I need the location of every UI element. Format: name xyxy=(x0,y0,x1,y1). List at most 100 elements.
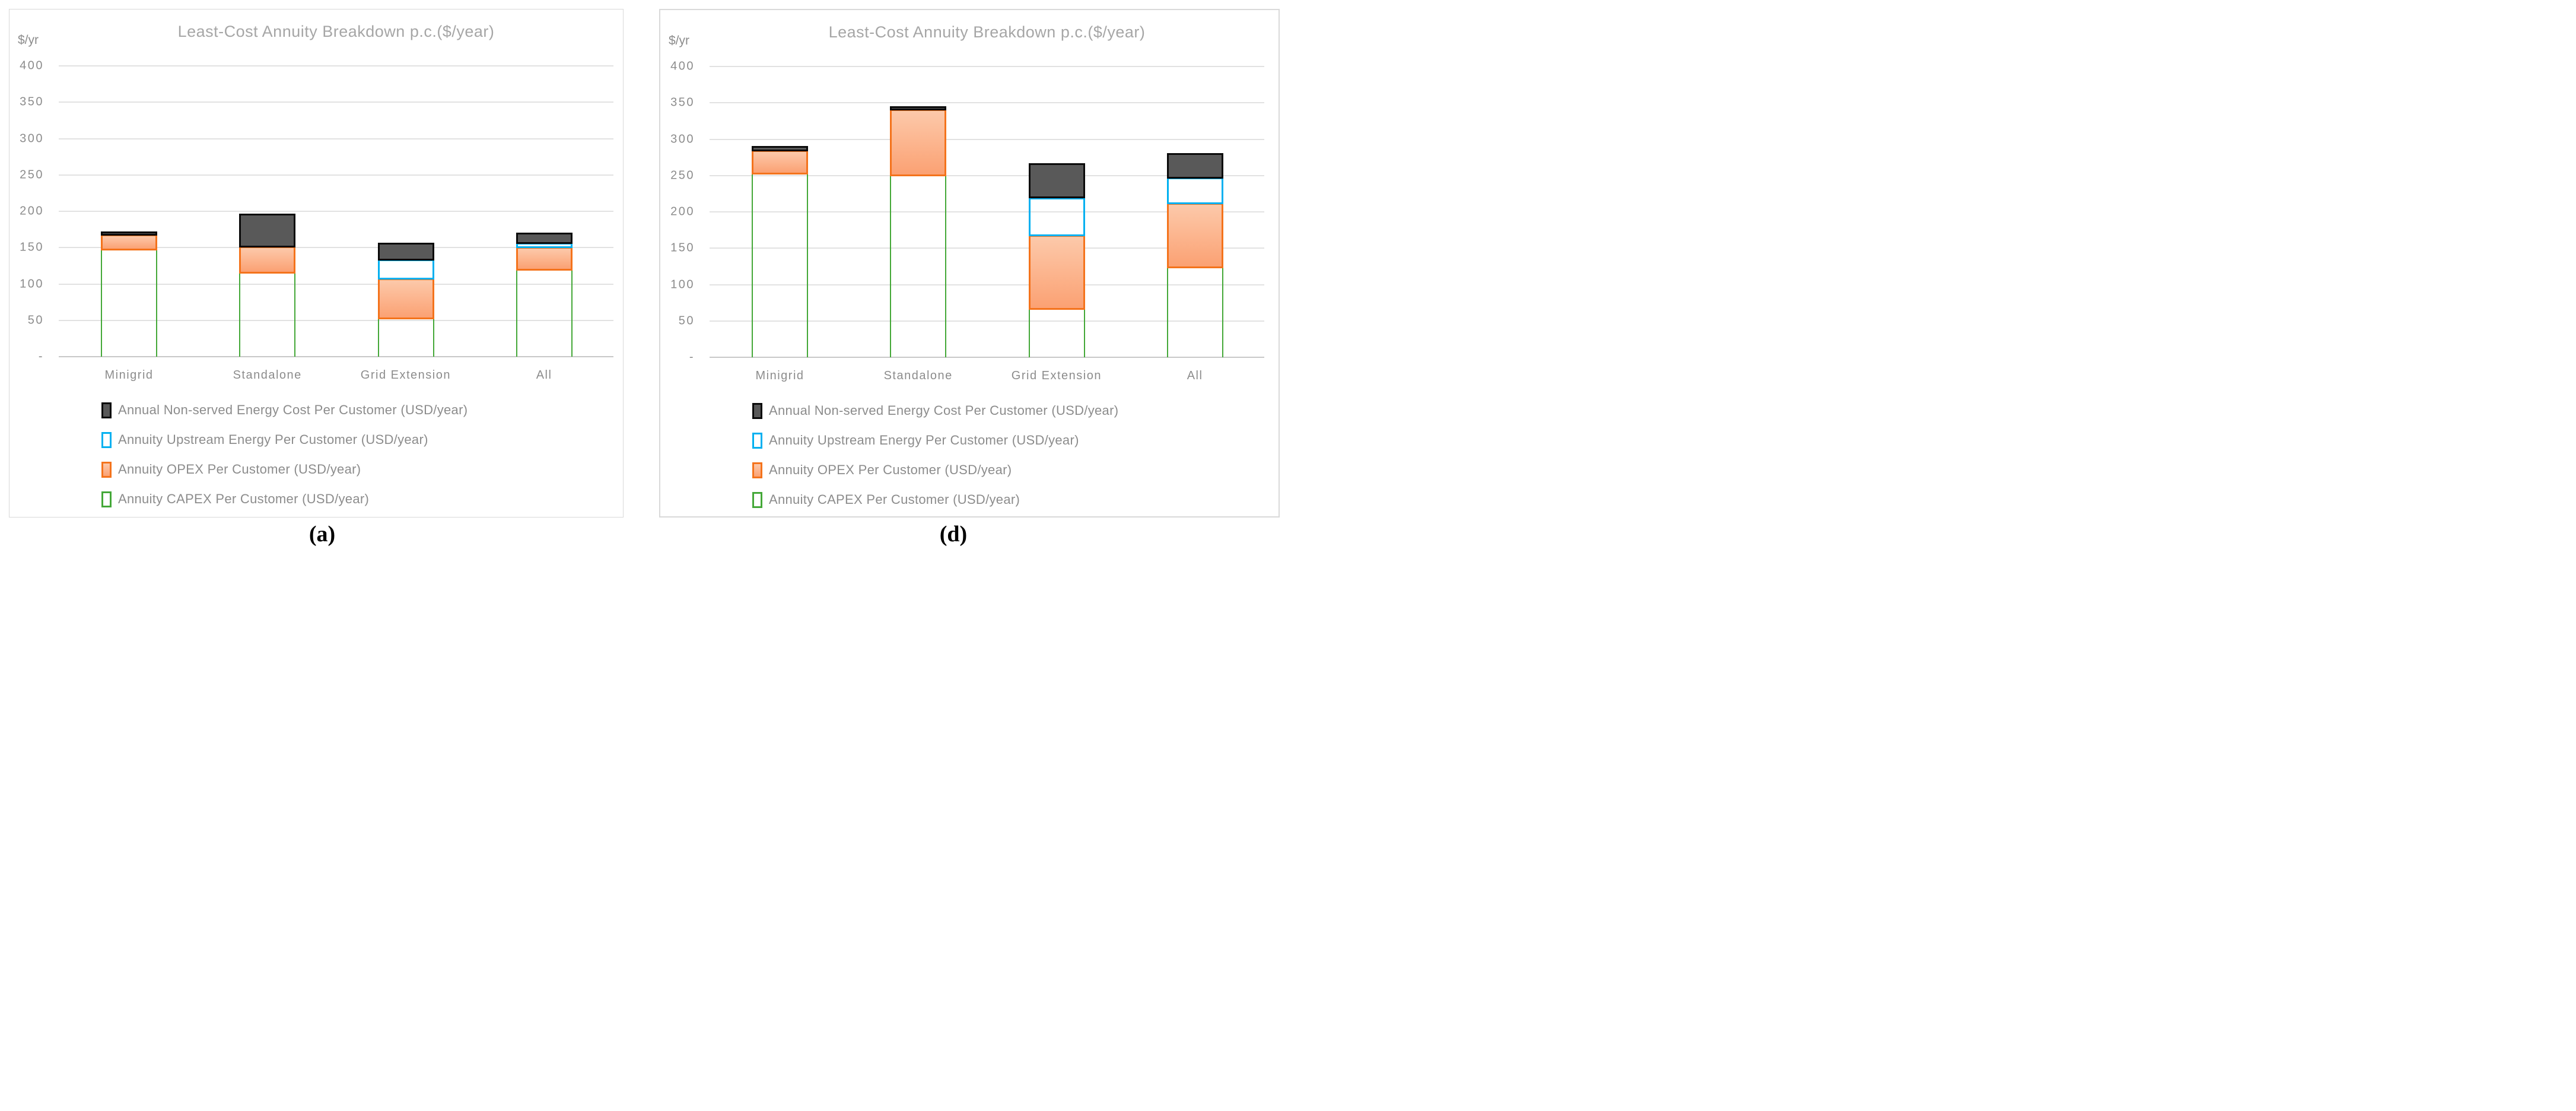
plot-area-d: 400 350 300 250 200 150 100 50 - Minigrid Standalo… xyxy=(660,10,1279,516)
y-tick-label: 250 xyxy=(20,168,44,182)
y-axis-unit-label-a: $/yr xyxy=(18,33,39,47)
legend-swatch-opex-icon xyxy=(752,462,762,478)
legend-item: Annuity OPEX Per Customer (USD/year) xyxy=(101,455,468,484)
bar-segment-nonserved xyxy=(239,213,296,247)
bar-segment-opex xyxy=(239,246,296,274)
bar-segment-capex xyxy=(516,269,573,357)
y-tick-label: 250 xyxy=(670,169,695,182)
legend-item: Annuity OPEX Per Customer (USD/year) xyxy=(752,455,1118,485)
legend-item: Annuity CAPEX Per Customer (USD/year) xyxy=(752,485,1118,515)
gridline xyxy=(59,174,613,176)
legend-swatch-opex-icon xyxy=(101,461,112,478)
legend-item: Annual Non-served Energy Cost Per Custom… xyxy=(752,396,1118,426)
y-tick-label: 350 xyxy=(20,95,44,109)
y-tick-label: 400 xyxy=(20,59,44,72)
gridline xyxy=(59,247,613,249)
y-tick-label: 350 xyxy=(670,96,695,109)
bar-segment-opex xyxy=(1028,235,1085,310)
legend-swatch-nonserved-icon xyxy=(101,402,112,418)
x-category-label: Grid Extension xyxy=(1011,369,1102,382)
bar-segment-nonserved xyxy=(516,232,573,244)
figure-two-panel-annuity-breakdown: 400 350 300 250 200 150 100 50 - Minigrid Standalo… xyxy=(0,0,1288,556)
bar-segment-opex xyxy=(752,150,809,175)
bar-segment-opex xyxy=(1166,203,1223,269)
x-axis-line xyxy=(710,357,1264,358)
y-tick-label: 100 xyxy=(20,277,44,290)
y-tick-label: 200 xyxy=(20,204,44,218)
y-tick-label: 50 xyxy=(27,313,44,327)
bar-segment-capex xyxy=(1028,308,1085,357)
legend-swatch-nonserved-icon xyxy=(752,402,762,419)
gridline xyxy=(59,101,613,103)
bar-segment-opex xyxy=(377,278,434,320)
bar-segment-capex xyxy=(890,174,947,357)
bar-segment-upstream xyxy=(1166,177,1223,205)
legend-swatch-capex-icon xyxy=(101,491,112,507)
gridline xyxy=(59,65,613,66)
y-axis-unit-label-d: $/yr xyxy=(669,34,690,47)
gridline xyxy=(710,102,1264,104)
chart-title-d: Least-Cost Annuity Breakdown p.c.($/year… xyxy=(828,23,1146,41)
gridline xyxy=(710,284,1264,285)
legend-swatch-capex-icon xyxy=(752,491,762,508)
bar-segment-capex xyxy=(377,318,434,357)
x-category-label: Grid Extension xyxy=(360,369,451,382)
legend-a: Annual Non-served Energy Cost Per Custom… xyxy=(101,395,468,514)
y-tick-label: - xyxy=(689,350,695,364)
bar-segment-nonserved xyxy=(752,145,809,151)
bar-segment-opex xyxy=(890,109,947,176)
legend-label: Annuity CAPEX Per Customer (USD/year) xyxy=(769,492,1020,507)
legend-label: Annuity OPEX Per Customer (USD/year) xyxy=(769,462,1012,477)
y-tick-label: - xyxy=(38,350,44,363)
chart-title-a: Least-Cost Annuity Breakdown p.c.($/year… xyxy=(177,23,495,40)
x-category-label: Minigrid xyxy=(104,369,154,382)
gridline xyxy=(710,66,1264,67)
gridline xyxy=(710,211,1264,212)
x-category-label: Standalone xyxy=(883,369,953,382)
legend-swatch-upstream-icon xyxy=(752,432,762,449)
y-tick-label: 100 xyxy=(670,278,695,291)
caption-a: (a) xyxy=(309,522,336,547)
legend-label: Annuity CAPEX Per Customer (USD/year) xyxy=(118,491,370,506)
gridline xyxy=(59,211,613,212)
legend-label: Annual Non-served Energy Cost Per Custom… xyxy=(118,402,468,417)
x-category-label: All xyxy=(536,369,552,382)
legend-item: Annuity Upstream Energy Per Customer (US… xyxy=(101,425,468,455)
gridline xyxy=(710,174,1264,176)
y-tick-label: 400 xyxy=(670,59,695,73)
bar-segment-opex xyxy=(101,234,158,250)
bar-segment-capex xyxy=(752,173,809,357)
x-category-label: Standalone xyxy=(233,369,302,382)
chart-panel-d: 400 350 300 250 200 150 100 50 - Minigrid Standalo… xyxy=(659,9,1280,518)
x-category-label: Minigrid xyxy=(755,369,804,382)
gridline xyxy=(59,319,613,321)
gridline xyxy=(710,138,1264,140)
bar-segment-opex xyxy=(516,247,573,271)
legend-item: Annuity Upstream Energy Per Customer (US… xyxy=(752,426,1118,455)
bar-segment-capex xyxy=(1166,267,1223,357)
legend-label: Annuity OPEX Per Customer (USD/year) xyxy=(118,462,361,477)
bar-segment-capex xyxy=(239,272,296,357)
caption-d: (d) xyxy=(939,522,968,547)
y-tick-label: 300 xyxy=(670,132,695,145)
legend-item: Annual Non-served Energy Cost Per Custom… xyxy=(101,395,468,425)
legend-d: Annual Non-served Energy Cost Per Custom… xyxy=(752,396,1118,515)
gridline xyxy=(710,247,1264,249)
y-tick-label: 150 xyxy=(20,240,44,254)
bar-segment-nonserved xyxy=(101,231,158,236)
y-tick-label: 150 xyxy=(670,241,695,255)
x-axis-line xyxy=(59,356,613,357)
bar-segment-nonserved xyxy=(1028,163,1085,199)
bar-segment-capex xyxy=(101,249,158,357)
bar-segment-nonserved xyxy=(890,106,947,111)
legend-label: Annual Non-served Energy Cost Per Custom… xyxy=(769,403,1119,418)
bar-segment-upstream xyxy=(1028,197,1085,237)
bar-segment-nonserved xyxy=(1166,153,1223,179)
bar-segment-upstream xyxy=(377,259,434,280)
y-tick-label: 50 xyxy=(678,314,695,328)
x-category-label: All xyxy=(1187,369,1203,382)
legend-item: Annuity CAPEX Per Customer (USD/year) xyxy=(101,484,468,514)
legend-label: Annuity Upstream Energy Per Customer (US… xyxy=(769,433,1079,447)
legend-label: Annuity Upstream Energy Per Customer (US… xyxy=(118,432,428,447)
y-tick-label: 300 xyxy=(20,132,44,145)
